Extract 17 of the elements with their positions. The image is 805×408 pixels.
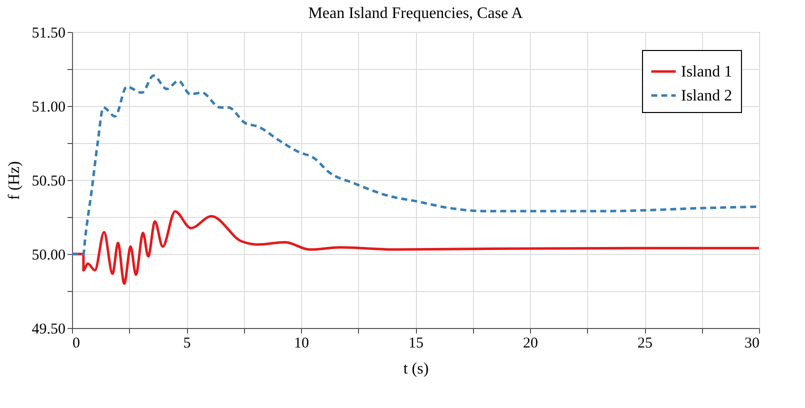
legend-label: Island 1 xyxy=(681,64,732,80)
y-tick-label: 50.00 xyxy=(32,248,66,264)
y-tick-label: 51.50 xyxy=(32,26,66,42)
x-axis-title: t (s) xyxy=(403,360,429,378)
x-tick-label: 25 xyxy=(638,336,652,352)
x-tick-label: 30 xyxy=(744,336,760,352)
x-tick-label: 0 xyxy=(72,336,80,352)
x-tick-label: 20 xyxy=(523,336,538,352)
chart-title: Mean Island Frequencies, Case A xyxy=(308,5,524,22)
y-tick-label: 51.00 xyxy=(32,100,66,116)
x-tick-label: 15 xyxy=(408,336,424,352)
y-axis-title: f (Hz) xyxy=(6,161,23,200)
y-tick-label: 49.50 xyxy=(32,322,66,338)
legend-label: Island 2 xyxy=(681,88,732,104)
y-tick-label: 50.50 xyxy=(32,174,66,190)
x-tick-label: 10 xyxy=(294,336,309,352)
x-tick-label: 5 xyxy=(183,336,191,352)
